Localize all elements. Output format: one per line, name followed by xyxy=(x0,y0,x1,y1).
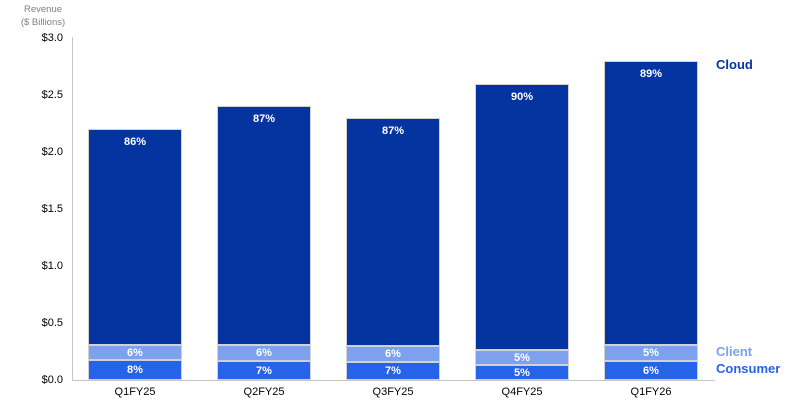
y-axis-title-line2: ($ Billions) xyxy=(20,17,66,28)
bar-segment-percent-label: 6% xyxy=(385,348,401,360)
bar-segment-cloud-q2fy25: 87% xyxy=(217,106,311,345)
bar-segment-consumer-q2fy25: 7% xyxy=(217,361,311,380)
y-tick-label: $2.0 xyxy=(41,146,63,158)
y-tick-label: $1.5 xyxy=(41,203,63,215)
y-axis-title-line1: Revenue xyxy=(23,4,63,15)
bar-segment-percent-label: 90% xyxy=(510,90,534,103)
legend-label-cloud: Cloud xyxy=(716,57,753,72)
y-tick-label: $3.0 xyxy=(41,32,63,44)
x-axis-label-q3fy25: Q3FY25 xyxy=(372,386,414,398)
bar-segment-cloud-q1fy26: 89% xyxy=(604,60,698,345)
bar-segment-percent-label: 6% xyxy=(643,364,659,377)
bar-segment-percent-label: 6% xyxy=(256,347,272,359)
bar-segment-client-q2fy25: 6% xyxy=(217,345,311,361)
y-tick-label: $0.5 xyxy=(41,317,63,329)
bar-segment-percent-label: 6% xyxy=(127,346,143,359)
bar-segment-consumer-q3fy25: 7% xyxy=(346,362,440,380)
bar-segment-cloud-q4fy25: 90% xyxy=(475,83,569,350)
bar-segment-percent-label: 5% xyxy=(514,366,530,379)
bar-segment-client-q3fy25: 6% xyxy=(346,346,440,362)
x-axis-label-q1fy25: Q1FY25 xyxy=(114,386,156,398)
y-tick-label: $0.0 xyxy=(41,374,63,386)
bar-segment-percent-label: 5% xyxy=(514,351,530,364)
bar-segment-percent-label: 86% xyxy=(123,136,147,149)
x-axis-baseline xyxy=(72,380,715,381)
bar-segment-consumer-q4fy25: 5% xyxy=(475,365,569,380)
bar-segment-percent-label: 8% xyxy=(127,364,143,376)
x-axis-label-q1fy26: Q1FY26 xyxy=(630,386,672,398)
bar-segment-percent-label: 89% xyxy=(639,67,663,80)
bar-segment-client-q1fy25: 6% xyxy=(88,345,182,360)
bar-segment-percent-label: 87% xyxy=(252,113,276,126)
y-tick-label: $2.5 xyxy=(41,89,63,101)
bar-segment-cloud-q3fy25: 87% xyxy=(346,117,440,346)
legend-label-client: Client xyxy=(716,344,753,359)
x-axis-label-q4fy25: Q4FY25 xyxy=(501,386,543,398)
bar-segment-percent-label: 7% xyxy=(385,365,401,377)
x-axis-label-q2fy25: Q2FY25 xyxy=(243,386,285,398)
bar-segment-client-q4fy25: 5% xyxy=(475,350,569,365)
bar-segment-cloud-q1fy25: 86% xyxy=(88,129,182,345)
legend-label-consumer: Consumer xyxy=(716,361,781,376)
bar-segment-percent-label: 5% xyxy=(643,347,659,359)
y-axis-title: Revenue ($ Billions) xyxy=(6,3,80,29)
y-axis-line xyxy=(72,37,73,381)
y-tick-label: $1.0 xyxy=(41,260,63,272)
bar-segment-percent-label: 7% xyxy=(256,364,272,377)
bar-segment-percent-label: 87% xyxy=(381,124,405,137)
bar-segment-client-q1fy26: 5% xyxy=(604,345,698,361)
bar-segment-consumer-q1fy25: 8% xyxy=(88,360,182,380)
bar-segment-consumer-q1fy26: 6% xyxy=(604,361,698,380)
